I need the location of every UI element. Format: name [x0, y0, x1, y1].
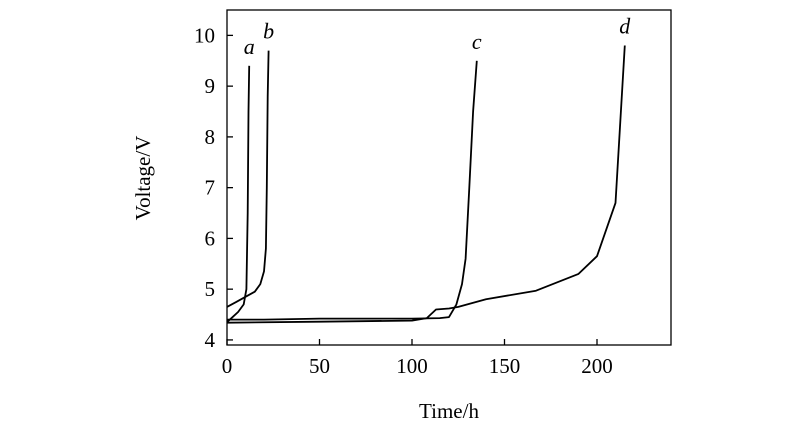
axis-ticks: 0 50 100 150 200 4 5 6 7 8 9 10 — [194, 23, 613, 378]
series-line-d — [226, 45, 626, 324]
plot-frame — [226, 9, 672, 346]
x-tick-label: 50 — [309, 354, 330, 378]
y-tick-label: 7 — [205, 176, 216, 200]
series-line-a — [226, 65, 251, 323]
series-line-c — [227, 60, 478, 321]
x-tick-label: 200 — [581, 354, 613, 378]
y-tick-label: 6 — [205, 226, 216, 250]
y-tick-label: 9 — [205, 74, 216, 98]
y-tick-label: 5 — [205, 277, 216, 301]
y-axis-label: Voltage/V — [131, 136, 155, 221]
x-tick-label: 150 — [489, 354, 521, 378]
y-tick-label: 10 — [194, 23, 215, 47]
series-lines — [226, 45, 626, 324]
series-labels: ab c d — [244, 14, 632, 59]
series-label-b: b — [263, 19, 274, 44]
y-tick-label: 8 — [205, 125, 216, 149]
series-label-d: d — [619, 14, 631, 39]
y-tick-label: 4 — [205, 328, 216, 352]
series-label-c: c — [472, 29, 482, 54]
series-line-b — [226, 50, 270, 308]
x-axis-label: Time/h — [419, 399, 479, 423]
x-tick-label: 100 — [396, 354, 428, 378]
x-tick-label: 0 — [222, 354, 233, 378]
series-label-a: a — [244, 34, 255, 59]
